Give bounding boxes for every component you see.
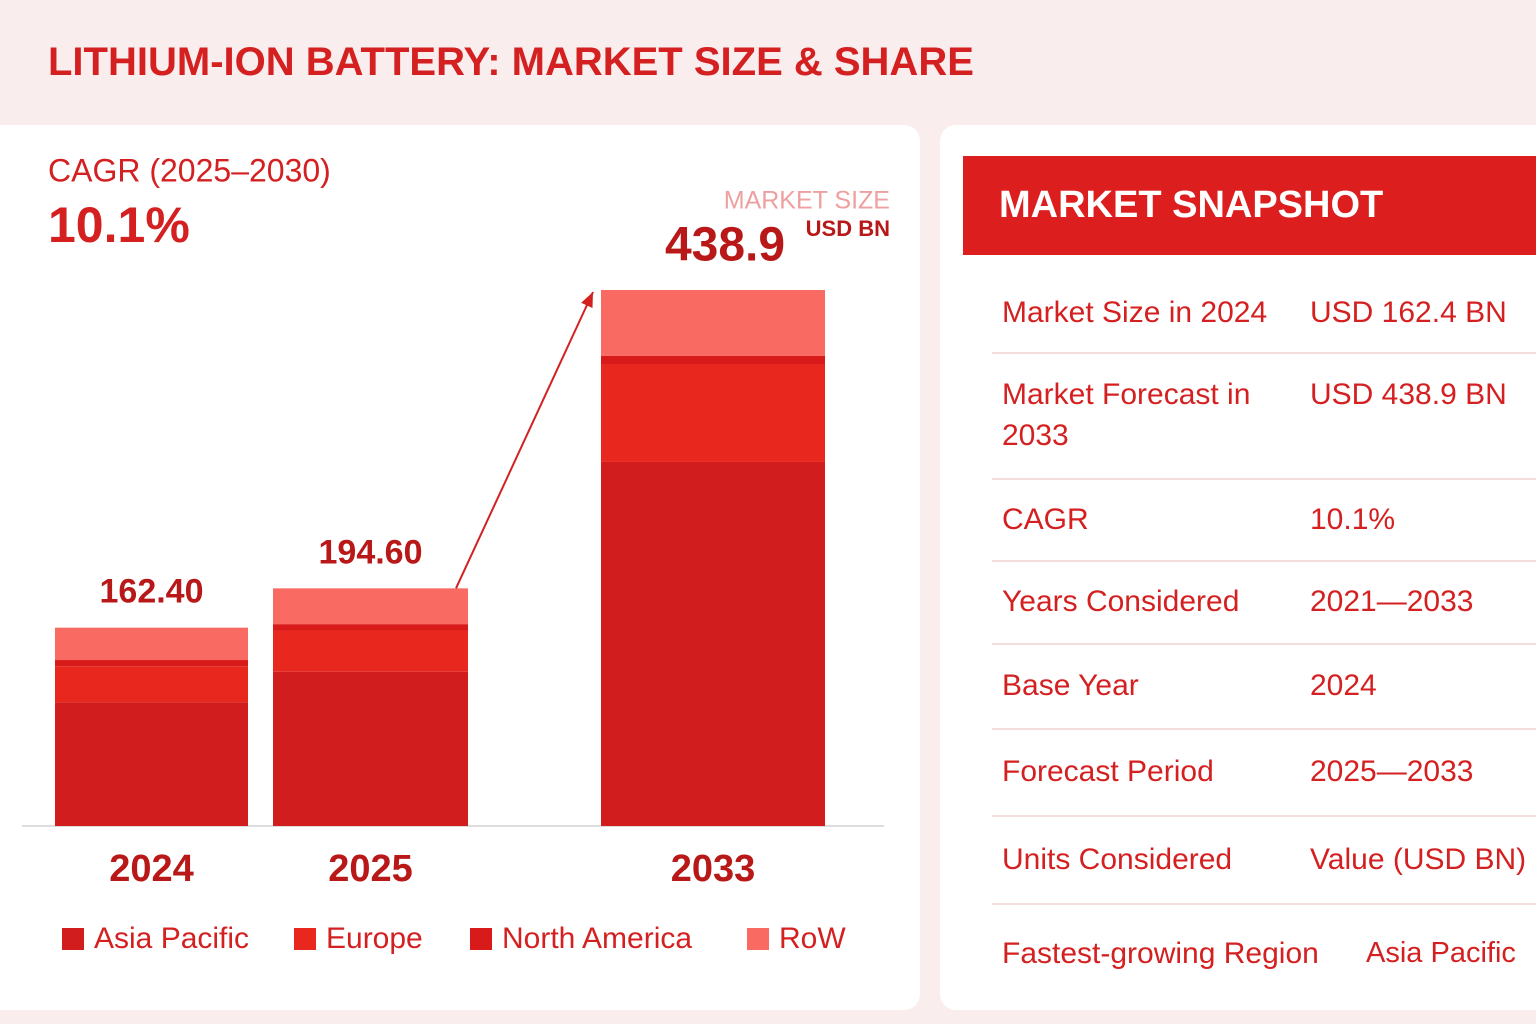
row-value: 2021—2033 <box>1310 585 1474 618</box>
bar-segment <box>273 624 468 631</box>
snapshot-row: Base Year 2024 <box>992 643 1536 730</box>
x-tick-label: 2024 <box>109 848 194 890</box>
snapshot-header: MARKET SNAPSHOT <box>963 156 1536 255</box>
snapshot-row: Units Considered Value (USD BN) <box>992 815 1536 905</box>
legend-label: Asia Pacific <box>94 922 249 955</box>
row-label: Fastest-growing Region <box>1002 936 1319 970</box>
bar-segment <box>601 355 825 365</box>
row-label: Forecast Period <box>1002 755 1214 788</box>
row-value: 2024 <box>1310 669 1377 702</box>
total-label: 194.60 <box>319 533 423 571</box>
total-label: 162.40 <box>100 573 204 611</box>
bar-segment <box>55 627 248 661</box>
chart: CAGR (2025–2030) 10.1% 2024 162.40 2025 194… <box>22 152 890 955</box>
legend-swatch <box>470 928 492 950</box>
legend-swatch <box>294 928 316 950</box>
row-label: Years Considered <box>1002 585 1240 618</box>
snapshot-row: Years Considered 2021—2033 <box>992 560 1536 645</box>
row-label: Base Year <box>1002 669 1139 702</box>
row-label: Units Considered <box>1002 842 1233 876</box>
snapshot-row: Fastest-growing Region Asia Pacific <box>992 903 1536 1003</box>
snapshot-row: Market Forecast in 2033 USD 438.9 BN <box>992 352 1536 480</box>
x-tick-label: 2033 <box>671 848 756 890</box>
snapshot-row: Forecast Period 2025—2033 <box>992 728 1536 817</box>
row-value: Value (USD BN) <box>1310 842 1527 876</box>
legend-label: RoW <box>779 922 846 955</box>
row-value: USD 162.4 BN <box>1310 295 1507 329</box>
legend-label: Europe <box>326 922 423 955</box>
row-value: 10.1% <box>1310 502 1396 536</box>
page-title: LITHIUM-ION BATTERY: MARKET SIZE & SHARE <box>48 40 974 84</box>
bar-segment <box>601 290 825 356</box>
legend-label: North America <box>502 922 692 955</box>
row-label: Market Size in 2024 <box>1002 295 1268 329</box>
cagr-label: CAGR (2025–2030) <box>48 152 331 188</box>
bar-segment <box>273 630 468 672</box>
bar-segment <box>55 702 248 826</box>
cagr-value: 10.1% <box>48 197 190 253</box>
legend-swatch <box>747 928 769 950</box>
row-value: Asia Pacific <box>1366 936 1516 969</box>
bar-segment <box>55 666 248 703</box>
growth-arrow <box>455 291 594 589</box>
arrow-head <box>581 292 593 308</box>
legend-swatch <box>62 928 84 950</box>
bar-segment <box>601 461 825 826</box>
bar-segment <box>273 588 468 625</box>
row-label: CAGR <box>1002 502 1089 536</box>
bar-segment <box>601 364 825 462</box>
bar-segment <box>273 671 468 826</box>
bar-segment <box>55 660 248 667</box>
snapshot-title: MARKET SNAPSHOT <box>999 184 1384 226</box>
row-value: USD 438.9 BN <box>1310 378 1507 411</box>
total-label: 438.9 <box>665 219 785 272</box>
snapshot-card <box>940 125 1536 1010</box>
snapshot-row: CAGR 10.1% <box>992 478 1536 562</box>
snapshot-row: Market Size in 2024 USD 162.4 BN <box>992 272 1536 354</box>
unit-label: USD BN <box>806 216 890 241</box>
row-label: Market Forecast in 2033 <box>1002 378 1251 452</box>
row-value: 2025—2033 <box>1310 755 1474 788</box>
market-size-label: MARKET SIZE <box>724 187 890 215</box>
x-tick-label: 2025 <box>328 848 413 890</box>
